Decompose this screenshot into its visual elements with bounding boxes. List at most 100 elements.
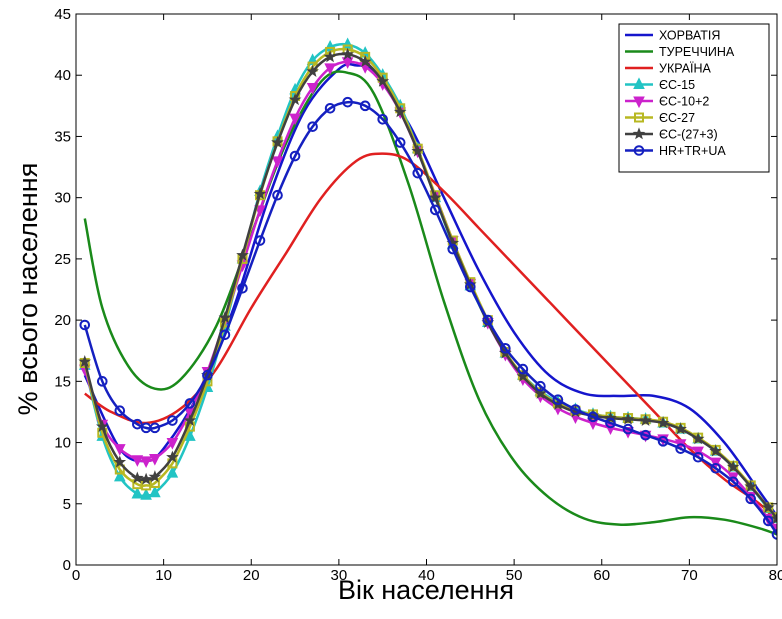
y-tick-label: 25	[54, 251, 71, 268]
legend-label: УКРАЇНА	[659, 62, 712, 76]
data-point	[691, 432, 705, 445]
data-point	[341, 57, 354, 69]
y-tick-label: 35	[54, 128, 71, 145]
data-point	[149, 485, 161, 498]
data-point	[359, 100, 371, 112]
legend: ХОРВАТІЯ ТУРЕЧЧИНА УКРАЇНА ЄС-15 ЄС-10+2 ЄС-2…	[618, 23, 770, 173]
data-point	[114, 405, 126, 417]
series-line	[83, 100, 777, 536]
legend-marker	[633, 145, 645, 156]
data-point	[114, 469, 126, 482]
data-point	[139, 472, 153, 485]
data-point	[709, 444, 723, 457]
x-tick-label: 60	[593, 567, 610, 584]
data-point	[342, 96, 353, 108]
legend-marker	[634, 112, 644, 123]
data-point	[271, 135, 284, 148]
data-point	[762, 515, 774, 527]
data-point	[657, 436, 669, 447]
data-point	[358, 55, 372, 68]
data-point	[745, 493, 757, 505]
x-tick-label: 0	[72, 567, 80, 584]
x-tick-label: 50	[506, 567, 523, 584]
data-point	[675, 443, 686, 454]
series-2	[83, 70, 777, 536]
data-point	[465, 281, 476, 293]
data-point	[306, 64, 319, 77]
data-point	[771, 529, 777, 540]
data-point	[236, 248, 249, 261]
data-point	[218, 311, 232, 324]
data-point	[324, 63, 336, 75]
data-point	[184, 398, 196, 409]
data-point	[289, 113, 301, 126]
data-point	[96, 376, 108, 387]
data-point	[376, 74, 389, 87]
legend-item: УКРАЇНА	[625, 62, 712, 76]
axis-ticks: 0 10 20 30 40 50 60 70 80 0 5 10 15 20 25 30 35 40 45	[54, 6, 782, 584]
legend-item: ЄС-10+2	[625, 95, 709, 109]
data-point	[656, 416, 670, 429]
legend-label: HR+TR+UA	[659, 144, 726, 158]
data-point	[78, 355, 92, 368]
data-point	[482, 314, 494, 326]
data-point	[394, 137, 406, 148]
data-point	[770, 511, 777, 524]
x-tick-label: 30	[331, 567, 348, 584]
legend-label: ТУРЕЧЧИНА	[659, 45, 735, 59]
data-point	[131, 455, 144, 467]
y-tick-label: 20	[54, 312, 71, 329]
data-point	[237, 282, 248, 294]
data-point	[202, 369, 213, 381]
x-axis-label: Вік населення	[338, 575, 514, 605]
data-point	[727, 476, 739, 488]
y-axis-label: % всього населення	[13, 163, 43, 416]
data-point	[692, 451, 704, 463]
legend-marker	[633, 77, 645, 89]
y-tick-label: 10	[54, 435, 71, 452]
data-point	[587, 411, 599, 423]
data-point	[447, 243, 459, 255]
legend-marker	[633, 96, 645, 109]
data-point	[288, 93, 302, 106]
data-point	[535, 380, 546, 392]
data-point	[79, 319, 91, 331]
y-tick-label: 40	[54, 67, 71, 84]
data-point	[271, 156, 284, 169]
data-point	[639, 413, 652, 426]
data-point	[166, 466, 179, 478]
data-point	[604, 411, 617, 424]
data-point	[113, 455, 127, 468]
data-point	[411, 144, 425, 157]
data-point	[710, 462, 721, 474]
y-tick-label: 5	[63, 496, 71, 513]
data-point	[428, 191, 442, 204]
series-7	[78, 47, 777, 524]
legend-marker	[632, 127, 646, 140]
legend-label: ЄС-(27+3)	[659, 128, 718, 142]
data-point	[166, 450, 179, 463]
data-point	[517, 363, 529, 375]
data-point	[621, 412, 635, 425]
data-point	[412, 167, 424, 179]
data-point	[534, 386, 547, 399]
data-point	[149, 453, 161, 466]
data-point	[377, 114, 388, 125]
x-tick-label: 80	[769, 567, 782, 584]
y-tick-label: 30	[54, 190, 71, 207]
data-point	[500, 342, 511, 354]
x-tick-label: 70	[681, 567, 698, 584]
data-point	[726, 460, 740, 473]
data-point	[552, 394, 564, 406]
data-point	[744, 479, 758, 493]
data-point	[140, 456, 152, 469]
legend-label: ЄС-15	[659, 78, 695, 92]
data-point	[640, 429, 651, 441]
data-point	[167, 415, 178, 426]
data-point	[306, 82, 319, 95]
data-point	[183, 413, 197, 426]
data-point	[219, 329, 231, 341]
data-point	[289, 150, 301, 162]
legend-item: ЄС-15	[625, 77, 695, 92]
legend-item: ХОРВАТІЯ	[625, 29, 720, 43]
